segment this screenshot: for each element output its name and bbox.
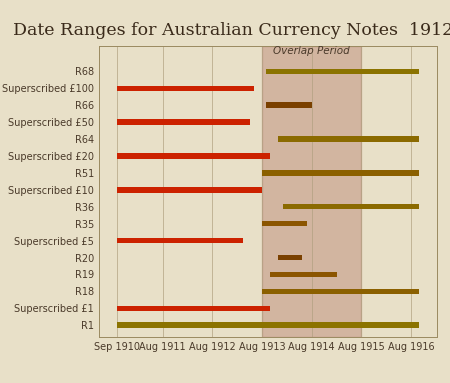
Bar bbox=[117, 322, 419, 328]
Bar bbox=[270, 272, 337, 277]
Bar bbox=[262, 46, 361, 337]
Text: Overlap Period: Overlap Period bbox=[273, 46, 350, 56]
Bar bbox=[117, 153, 270, 159]
Bar bbox=[278, 255, 302, 260]
Bar bbox=[117, 238, 243, 243]
Title: Date Ranges for Australian Currency Notes  1912 ~ 1916: Date Ranges for Australian Currency Note… bbox=[13, 22, 450, 39]
Bar bbox=[278, 136, 419, 142]
Bar bbox=[283, 204, 419, 210]
Bar bbox=[117, 85, 254, 91]
Bar bbox=[117, 119, 250, 125]
Bar bbox=[262, 221, 307, 226]
Bar bbox=[266, 69, 419, 74]
Bar bbox=[262, 170, 419, 175]
Bar bbox=[266, 103, 311, 108]
Bar bbox=[117, 306, 270, 311]
Bar bbox=[117, 187, 262, 193]
Bar bbox=[262, 289, 419, 294]
